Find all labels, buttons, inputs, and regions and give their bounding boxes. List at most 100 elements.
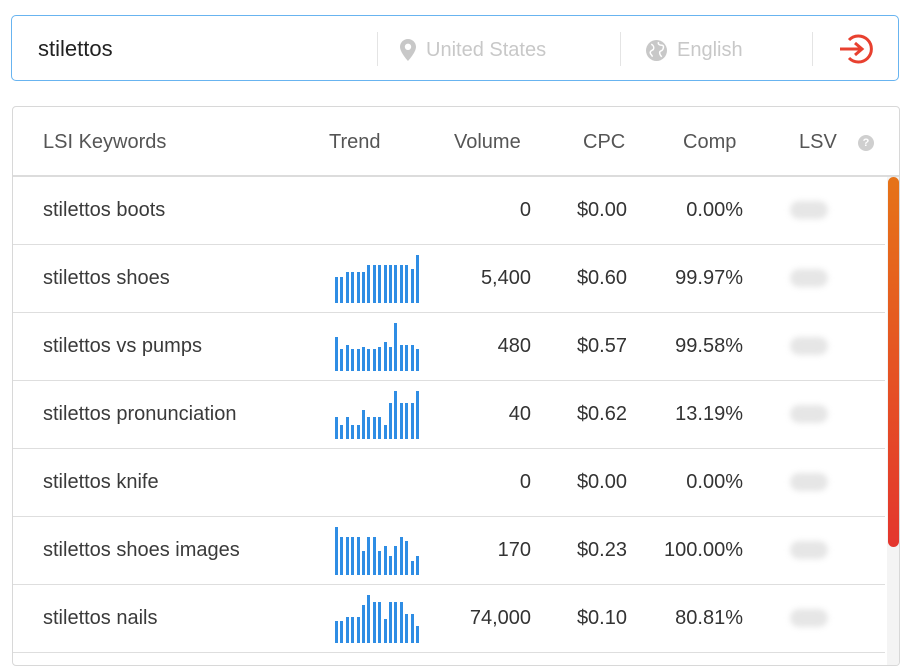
trend-bar xyxy=(410,403,414,439)
trend-bar xyxy=(394,602,398,643)
cpc-cell: $0.62 xyxy=(576,403,627,425)
trend-sparkline xyxy=(335,459,421,507)
table-row[interactable]: stilettos pronunciation 40 $0.62 13.19% xyxy=(13,381,885,449)
globe-icon xyxy=(646,39,667,61)
trend-bar xyxy=(399,345,403,371)
cpc-cell: $0.57 xyxy=(576,335,627,357)
comp-cell: 99.97% xyxy=(675,267,743,289)
trend-bar xyxy=(367,595,371,643)
trend-bar xyxy=(335,621,338,643)
trend-bar xyxy=(340,277,344,303)
language-placeholder: English xyxy=(677,38,743,61)
trend-bar xyxy=(410,269,414,303)
trend-bar xyxy=(335,417,338,439)
header-cpc[interactable]: CPC xyxy=(583,131,626,153)
table-header: LSI Keywords Trend Volume CPC Comp LSV ? xyxy=(13,107,899,177)
comp-cell: 100.00% xyxy=(664,539,743,561)
trend-bar xyxy=(410,345,414,371)
sign-in-arrow-icon xyxy=(840,34,873,64)
trend-bar xyxy=(416,391,419,439)
trend-bar xyxy=(383,619,387,643)
trend-bar xyxy=(416,255,419,303)
trend-bar xyxy=(345,272,349,303)
search-divider xyxy=(812,32,813,66)
trend-bar xyxy=(351,349,355,371)
trend-bar xyxy=(405,403,409,439)
keyword-cell[interactable]: stilettos knife xyxy=(43,471,159,493)
table-row[interactable]: stilettos shoes 5,400 $0.60 99.97% xyxy=(13,245,885,313)
trend-bar xyxy=(389,265,392,303)
trend-bar xyxy=(416,349,419,371)
trend-bar xyxy=(362,551,365,575)
keyword-cell[interactable]: stilettos boots xyxy=(43,199,166,221)
location-selector[interactable]: United States xyxy=(400,36,546,64)
scrollbar-thumb[interactable] xyxy=(888,177,899,547)
trend-bar xyxy=(389,602,392,643)
volume-cell: 170 xyxy=(497,539,531,561)
trend-bar xyxy=(362,410,365,439)
trend-bar xyxy=(362,347,365,371)
keyword-cell[interactable]: stilettos nails xyxy=(43,607,158,629)
table-row[interactable]: stilettos boots 0 $0.00 0.00% xyxy=(13,177,885,245)
trend-bar xyxy=(372,602,376,643)
volume-cell: 0 xyxy=(519,199,531,221)
comp-cell: 99.58% xyxy=(675,335,743,357)
keyword-cell[interactable]: stilettos vs pumps xyxy=(43,335,202,357)
table-body: stilettos boots 0 $0.00 0.00% stilettos … xyxy=(13,177,885,653)
search-divider xyxy=(377,32,378,66)
lsv-blurred-value xyxy=(790,609,828,627)
cpc-cell: $0.00 xyxy=(576,471,627,493)
trend-bar xyxy=(416,556,419,575)
help-icon[interactable]: ? xyxy=(858,135,874,151)
cpc-cell: $0.00 xyxy=(576,199,627,221)
lsv-blurred-value xyxy=(790,337,828,355)
trend-bar xyxy=(356,617,360,643)
trend-bar xyxy=(335,277,338,303)
trend-bar xyxy=(405,345,409,371)
trend-bar xyxy=(372,417,376,439)
volume-cell: 480 xyxy=(497,335,531,357)
trend-bar xyxy=(351,537,355,575)
table-row[interactable]: stilettos vs pumps 480 $0.57 99.58% xyxy=(13,313,885,381)
header-comp[interactable]: Comp xyxy=(683,131,737,153)
trend-bar xyxy=(405,265,409,303)
table-row[interactable]: stilettos nails 74,000 $0.10 80.81% xyxy=(13,585,885,653)
trend-bar xyxy=(399,265,403,303)
search-divider xyxy=(620,32,621,66)
submit-search-button[interactable] xyxy=(838,32,878,66)
trend-bar xyxy=(345,345,349,371)
keyword-cell[interactable]: stilettos shoes xyxy=(43,267,170,289)
trend-sparkline xyxy=(335,255,421,303)
header-volume[interactable]: Volume xyxy=(454,131,521,153)
location-placeholder: United States xyxy=(426,38,547,61)
comp-cell: 0.00% xyxy=(686,471,743,493)
trend-bar xyxy=(372,349,376,371)
comp-cell: 0.00% xyxy=(686,199,743,221)
trend-bar xyxy=(367,537,371,575)
trend-bar xyxy=(356,272,360,303)
cpc-cell: $0.23 xyxy=(576,539,627,561)
trend-bar xyxy=(362,272,365,303)
trend-bar xyxy=(383,265,387,303)
trend-bar xyxy=(389,347,392,371)
lsv-blurred-value xyxy=(790,473,828,491)
keyword-cell[interactable]: stilettos pronunciation xyxy=(43,403,237,425)
volume-cell: 74,000 xyxy=(469,607,531,629)
header-lsv[interactable]: LSV xyxy=(799,131,837,153)
volume-cell: 40 xyxy=(508,403,531,425)
header-lsi-keywords[interactable]: LSI Keywords xyxy=(43,131,167,153)
lsv-blurred-value xyxy=(790,269,828,287)
map-pin-icon xyxy=(400,39,416,61)
keyword-cell[interactable]: stilettos shoes images xyxy=(43,539,240,561)
trend-bar xyxy=(367,349,371,371)
trend-bar xyxy=(378,417,382,439)
table-row[interactable]: stilettos shoes images 170 $0.23 100.00% xyxy=(13,517,885,585)
lsi-keywords-table: LSI Keywords Trend Volume CPC Comp LSV ?… xyxy=(12,106,900,666)
header-trend[interactable]: Trend xyxy=(329,131,381,153)
trend-bar xyxy=(399,537,403,575)
language-selector[interactable]: English xyxy=(646,36,743,64)
table-row[interactable]: stilettos knife 0 $0.00 0.00% xyxy=(13,449,885,517)
volume-cell: 5,400 xyxy=(480,267,531,289)
trend-bar xyxy=(340,425,344,439)
keyword-search-input[interactable] xyxy=(38,36,368,62)
